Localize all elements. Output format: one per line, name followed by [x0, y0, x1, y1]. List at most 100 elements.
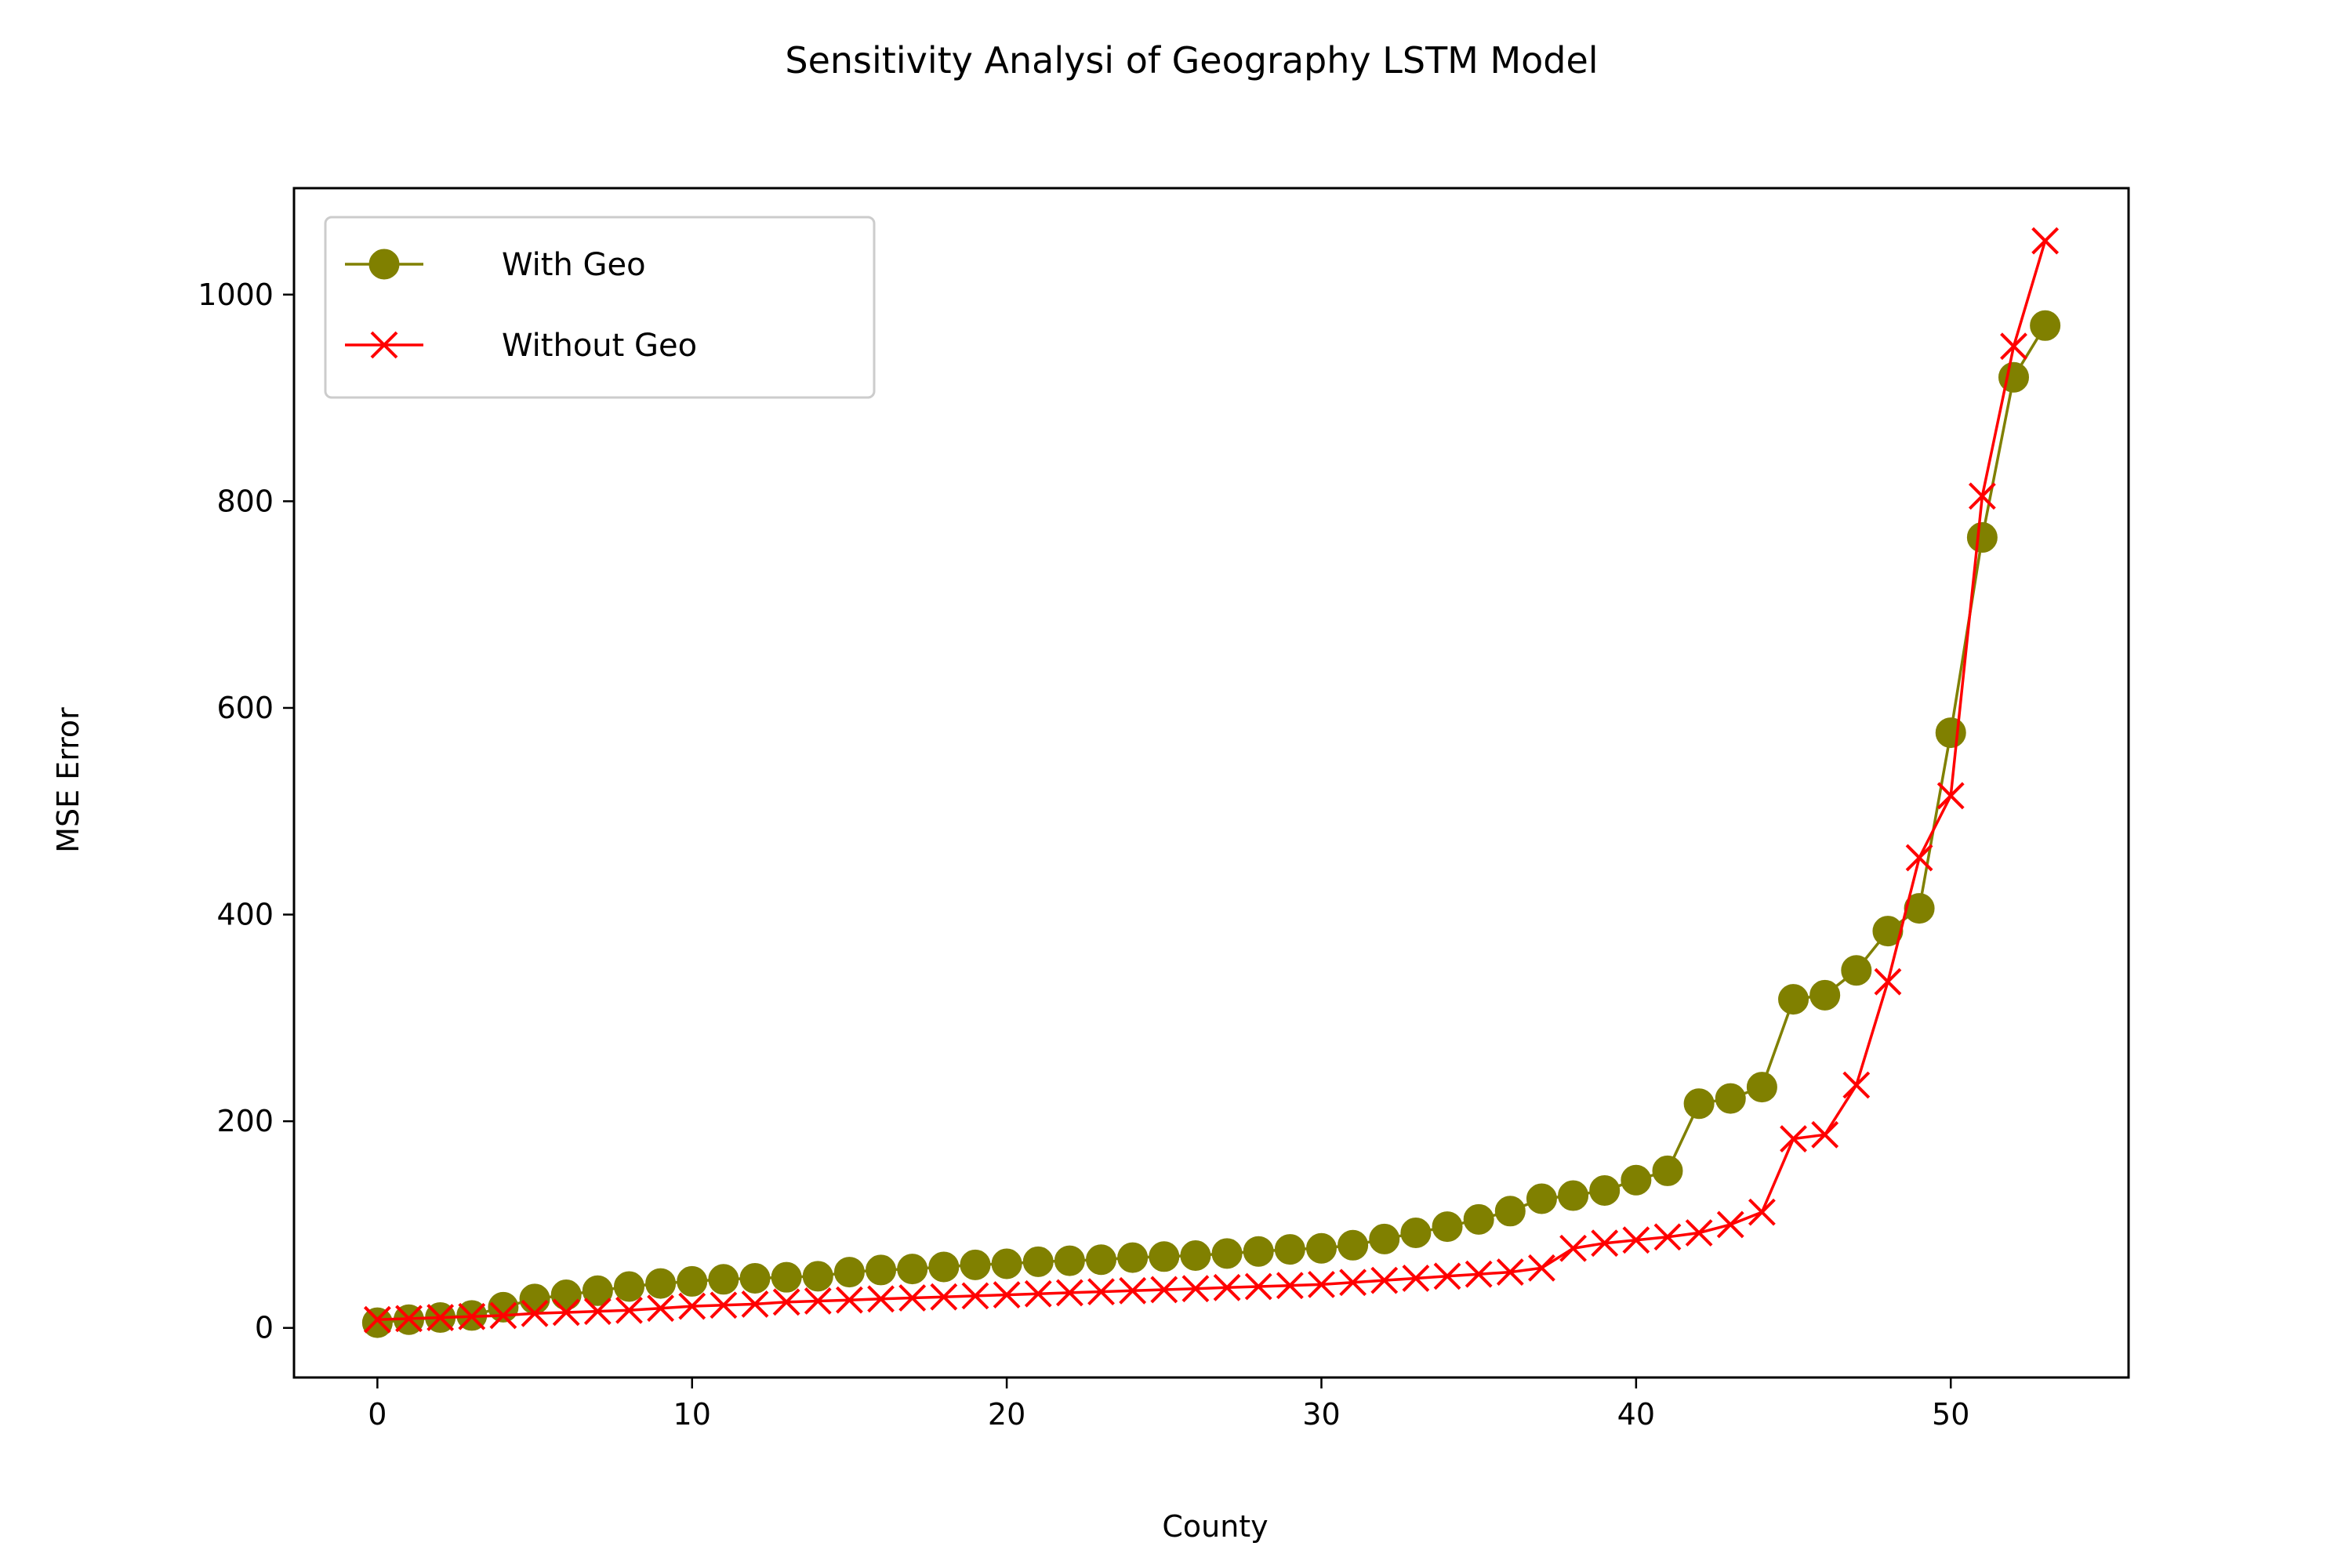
legend-marker	[370, 331, 398, 359]
x-marker-stroke	[1024, 1279, 1052, 1308]
data-point	[1243, 1236, 1274, 1267]
plot-area	[292, 187, 2130, 1379]
x-marker-stroke	[1811, 1120, 1839, 1149]
x-marker-stroke	[489, 1301, 517, 1330]
x-marker-stroke	[1653, 1223, 1682, 1251]
data-point	[1150, 1276, 1178, 1304]
data-point	[991, 1248, 1022, 1279]
data-point	[678, 1292, 706, 1320]
x-marker-stroke	[1244, 1272, 1272, 1301]
x-marker-stroke	[426, 1304, 455, 1331]
x-marker-stroke	[961, 1282, 989, 1310]
y-tick-label: 200	[216, 1104, 274, 1138]
data-point	[647, 1294, 675, 1323]
data-point	[550, 1279, 582, 1311]
x-marker-stroke	[1559, 1234, 1587, 1262]
data-point	[1400, 1217, 1432, 1248]
data-point	[1526, 1183, 1557, 1214]
data-point	[772, 1288, 800, 1316]
legend-box	[324, 216, 876, 399]
x-marker-stroke	[2000, 332, 2027, 361]
data-point	[1087, 1278, 1115, 1306]
data-point	[677, 1265, 708, 1297]
x-marker-stroke	[1119, 1276, 1147, 1305]
data-point	[613, 1271, 644, 1302]
data-point	[458, 1302, 486, 1330]
x-marker-stroke	[1780, 1125, 1807, 1152]
x-marker-stroke	[1055, 1279, 1083, 1307]
data-point	[1558, 1180, 1589, 1211]
x-marker-stroke	[898, 1284, 927, 1312]
data-point	[1998, 361, 2029, 393]
x-marker-stroke	[772, 1288, 800, 1316]
y-tick-label: 400	[216, 898, 274, 932]
x-marker-stroke	[1339, 1269, 1367, 1297]
data-point	[582, 1275, 613, 1306]
data-point	[615, 1296, 643, 1324]
data-point	[1748, 1198, 1776, 1226]
x-tick-label: 50	[1932, 1397, 1969, 1432]
x-marker-stroke	[1685, 1219, 1713, 1247]
data-point	[1119, 1276, 1147, 1305]
x-tick-label: 20	[988, 1397, 1025, 1432]
x-marker-stroke	[1402, 1265, 1430, 1292]
x-marker-stroke	[370, 331, 398, 359]
data-point	[395, 1305, 423, 1333]
y-tick-label: 0	[255, 1311, 274, 1345]
data-point	[1652, 1155, 1683, 1186]
y-tick-label: 800	[216, 484, 274, 518]
data-point	[1276, 1272, 1304, 1300]
data-point	[1842, 1071, 1871, 1099]
series-without-geo	[363, 227, 2060, 1334]
data-point	[898, 1284, 927, 1312]
data-point	[1369, 1223, 1400, 1254]
data-point	[1968, 482, 1996, 510]
data-point	[361, 1307, 393, 1338]
data-point	[1715, 1083, 1746, 1114]
x-marker-stroke	[583, 1298, 612, 1326]
x-tick-label: 30	[1302, 1397, 1340, 1432]
plot-frame	[292, 187, 2130, 1379]
data-point	[897, 1254, 928, 1285]
data-point	[1528, 1254, 1555, 1282]
data-point	[1465, 1260, 1493, 1288]
series-layer	[361, 227, 2061, 1338]
data-point	[1338, 1229, 1369, 1261]
data-point	[426, 1304, 455, 1331]
data-point	[1621, 1164, 1652, 1196]
data-point	[1811, 1120, 1839, 1149]
x-marker-stroke	[1528, 1254, 1555, 1282]
data-point	[1685, 1219, 1713, 1247]
x-marker-stroke	[993, 1281, 1021, 1308]
x-marker-stroke	[1213, 1273, 1241, 1301]
data-point	[1746, 1072, 1777, 1103]
data-point	[930, 1283, 958, 1311]
x-marker-stroke	[1748, 1198, 1776, 1226]
data-point	[1496, 1258, 1524, 1286]
x-marker-stroke	[615, 1296, 643, 1324]
x-marker-stroke	[1716, 1210, 1744, 1239]
data-point	[1936, 782, 1965, 810]
x-marker-stroke	[741, 1290, 769, 1318]
x-marker-stroke	[1308, 1270, 1335, 1298]
data-point	[928, 1251, 960, 1283]
data-point	[2030, 310, 2061, 341]
data-point	[1589, 1174, 1621, 1206]
x-marker-stroke	[458, 1302, 486, 1330]
x-marker-stroke	[1276, 1272, 1304, 1300]
data-point	[1433, 1262, 1461, 1290]
data-point	[363, 1305, 391, 1334]
data-point	[1463, 1203, 1494, 1235]
x-marker-stroke	[1905, 844, 1933, 872]
x-marker-stroke	[552, 1298, 580, 1327]
data-point	[708, 1264, 739, 1295]
data-point	[1905, 844, 1933, 872]
x-marker-stroke	[710, 1291, 738, 1319]
data-point	[1904, 893, 1935, 924]
data-point	[867, 1285, 895, 1313]
x-marker-stroke	[867, 1285, 895, 1313]
y-axis: 0 200 400 600 800 1000	[198, 278, 294, 1345]
legend: With Geo Without Geo	[324, 216, 876, 399]
x-marker-stroke	[1496, 1258, 1524, 1286]
